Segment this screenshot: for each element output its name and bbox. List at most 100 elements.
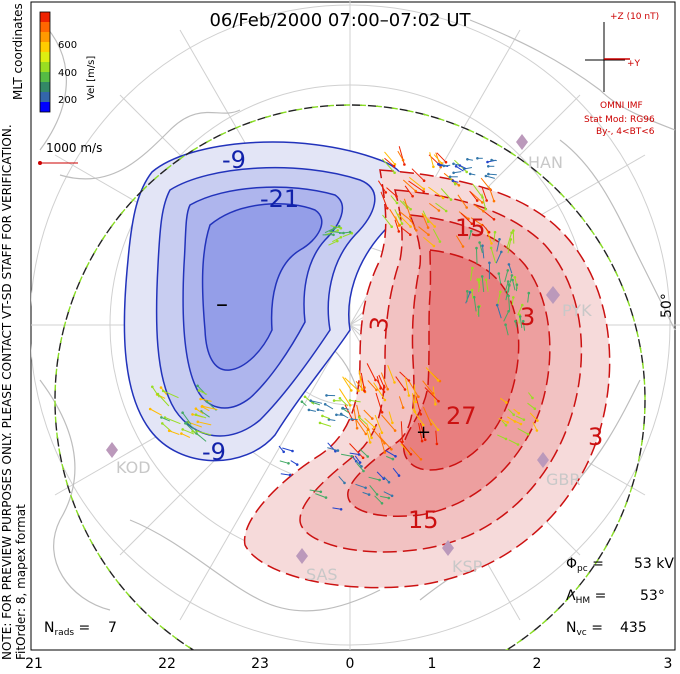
velocity-vector-origin	[504, 423, 508, 427]
velocity-vector	[328, 240, 338, 246]
velocity-vector-origin	[500, 250, 503, 254]
velocity-vector	[387, 365, 395, 383]
velocity-vector-origin	[383, 442, 386, 445]
velocity-vector-origin	[448, 175, 452, 179]
velocity-vector-origin	[517, 412, 521, 415]
velocity-vector	[432, 228, 441, 242]
velocity-vector-origin	[343, 481, 346, 485]
velocity-vector-origin	[469, 229, 473, 233]
velocity-vector-origin	[371, 417, 374, 420]
velocity-vector-origin	[357, 389, 360, 393]
velocity-vector	[428, 186, 444, 199]
velocity-vector	[377, 180, 387, 193]
velocity-vector	[339, 397, 349, 407]
velocity-vector-origin	[482, 209, 485, 213]
velocity-vector-origin	[492, 199, 496, 203]
velocity-vector-origin	[423, 438, 427, 442]
contour-label-pos-27: 27	[446, 402, 477, 430]
velocity-vector	[480, 177, 491, 190]
velocity-vector	[383, 491, 393, 497]
velocity-vector-origin	[380, 411, 384, 414]
velocity-vector	[376, 376, 382, 389]
velocity-vector	[481, 193, 487, 210]
station-marker-sas	[296, 548, 308, 564]
velocity-vector-origin	[300, 400, 304, 404]
velocity-vector	[330, 225, 342, 229]
velocity-vector	[511, 297, 514, 306]
velocity-vector	[354, 417, 367, 435]
velocity-vector	[429, 152, 434, 167]
velocity-vector-origin	[444, 209, 448, 213]
velocity-vector-origin	[535, 429, 539, 432]
velocity-vector-origin	[332, 233, 335, 237]
velocity-vector-origin	[429, 423, 433, 426]
velocity-vector-origin	[316, 408, 320, 412]
velocity-vector-origin	[295, 463, 299, 466]
velocity-vector-origin	[366, 455, 370, 458]
velocity-vector-origin	[465, 206, 469, 209]
station-label-pyk: PYK	[562, 301, 592, 320]
velocity-vector-origin	[433, 225, 437, 228]
velocity-vector	[310, 400, 323, 404]
velocity-vector	[397, 150, 404, 161]
velocity-vector-origin	[341, 406, 345, 410]
velocity-vector	[366, 363, 376, 381]
velocity-vector	[410, 221, 417, 231]
velocity-vector	[519, 316, 523, 329]
velocity-vector-origin	[335, 413, 338, 417]
velocity-vector-origin	[395, 195, 398, 198]
velocity-vector-origin	[470, 288, 474, 292]
velocity-vector-origin	[436, 428, 440, 432]
preview-note: NOTE: FOR PREVIEW PURPOSES ONLY. PLEASE …	[0, 124, 14, 660]
velocity-vector-origin	[194, 407, 198, 411]
colorbar-tick-200: 200	[58, 95, 77, 106]
velocity-vector	[512, 279, 516, 291]
velocity-vector	[471, 290, 474, 299]
velocity-vector-origin	[531, 396, 534, 400]
velocity-vector	[522, 321, 526, 331]
station-marker-ksp	[442, 540, 454, 556]
velocity-vector-origin	[148, 407, 152, 411]
velocity-vector	[282, 447, 293, 452]
velocity-vector-origin	[484, 174, 488, 178]
velocity-vector-origin	[522, 418, 526, 422]
velocity-vector	[402, 179, 417, 192]
velocity-vector	[344, 377, 359, 392]
velocity-vector	[408, 180, 424, 192]
velocity-vector	[384, 157, 395, 167]
velocity-vector-origin	[197, 389, 201, 392]
velocity-vector-origin	[325, 394, 328, 397]
contour-labels: -9 -21 -9 – 15 3 3 15 27 3 +	[202, 146, 603, 534]
velocity-vector	[359, 448, 369, 457]
mlt-tick-0: 0	[346, 656, 355, 672]
velocity-vector-origin	[449, 198, 453, 201]
velocity-vector	[496, 291, 501, 306]
velocity-vector	[380, 191, 388, 209]
velocity-vector-origin	[490, 242, 493, 245]
mlt-tick-21: 21	[25, 656, 43, 672]
velocity-vector-origin	[522, 319, 525, 323]
velocity-vector-origin	[507, 310, 510, 313]
velocity-vector-origin	[475, 199, 479, 202]
velocity-vector-origin	[431, 392, 435, 395]
velocity-vector-origin	[495, 303, 499, 307]
velocity-vector	[435, 202, 447, 212]
n-vc-value: 435	[620, 620, 647, 636]
velocity-vector	[322, 415, 331, 420]
velocity-vector	[508, 264, 513, 274]
velocity-vector-origin	[506, 421, 510, 424]
velocity-vector	[398, 146, 405, 165]
velocity-vector-origin	[435, 442, 439, 446]
imf-stat-model: Stat Mod: RG96	[584, 115, 655, 125]
velocity-scale: 1000 m/s	[38, 141, 102, 165]
contour-label-neg-inner: -21	[260, 185, 299, 213]
phi-pc-value: 53 kV	[634, 556, 674, 572]
velocity-vector	[195, 414, 207, 419]
velocity-vector	[363, 409, 373, 419]
velocity-vector-origin	[444, 160, 448, 164]
velocity-vector	[201, 410, 210, 418]
contour-label-neg-lower: -9	[202, 438, 226, 466]
velocity-vector-origin	[367, 428, 370, 431]
velocity-vector-origin	[436, 379, 440, 382]
velocity-vector-origin	[393, 171, 396, 174]
